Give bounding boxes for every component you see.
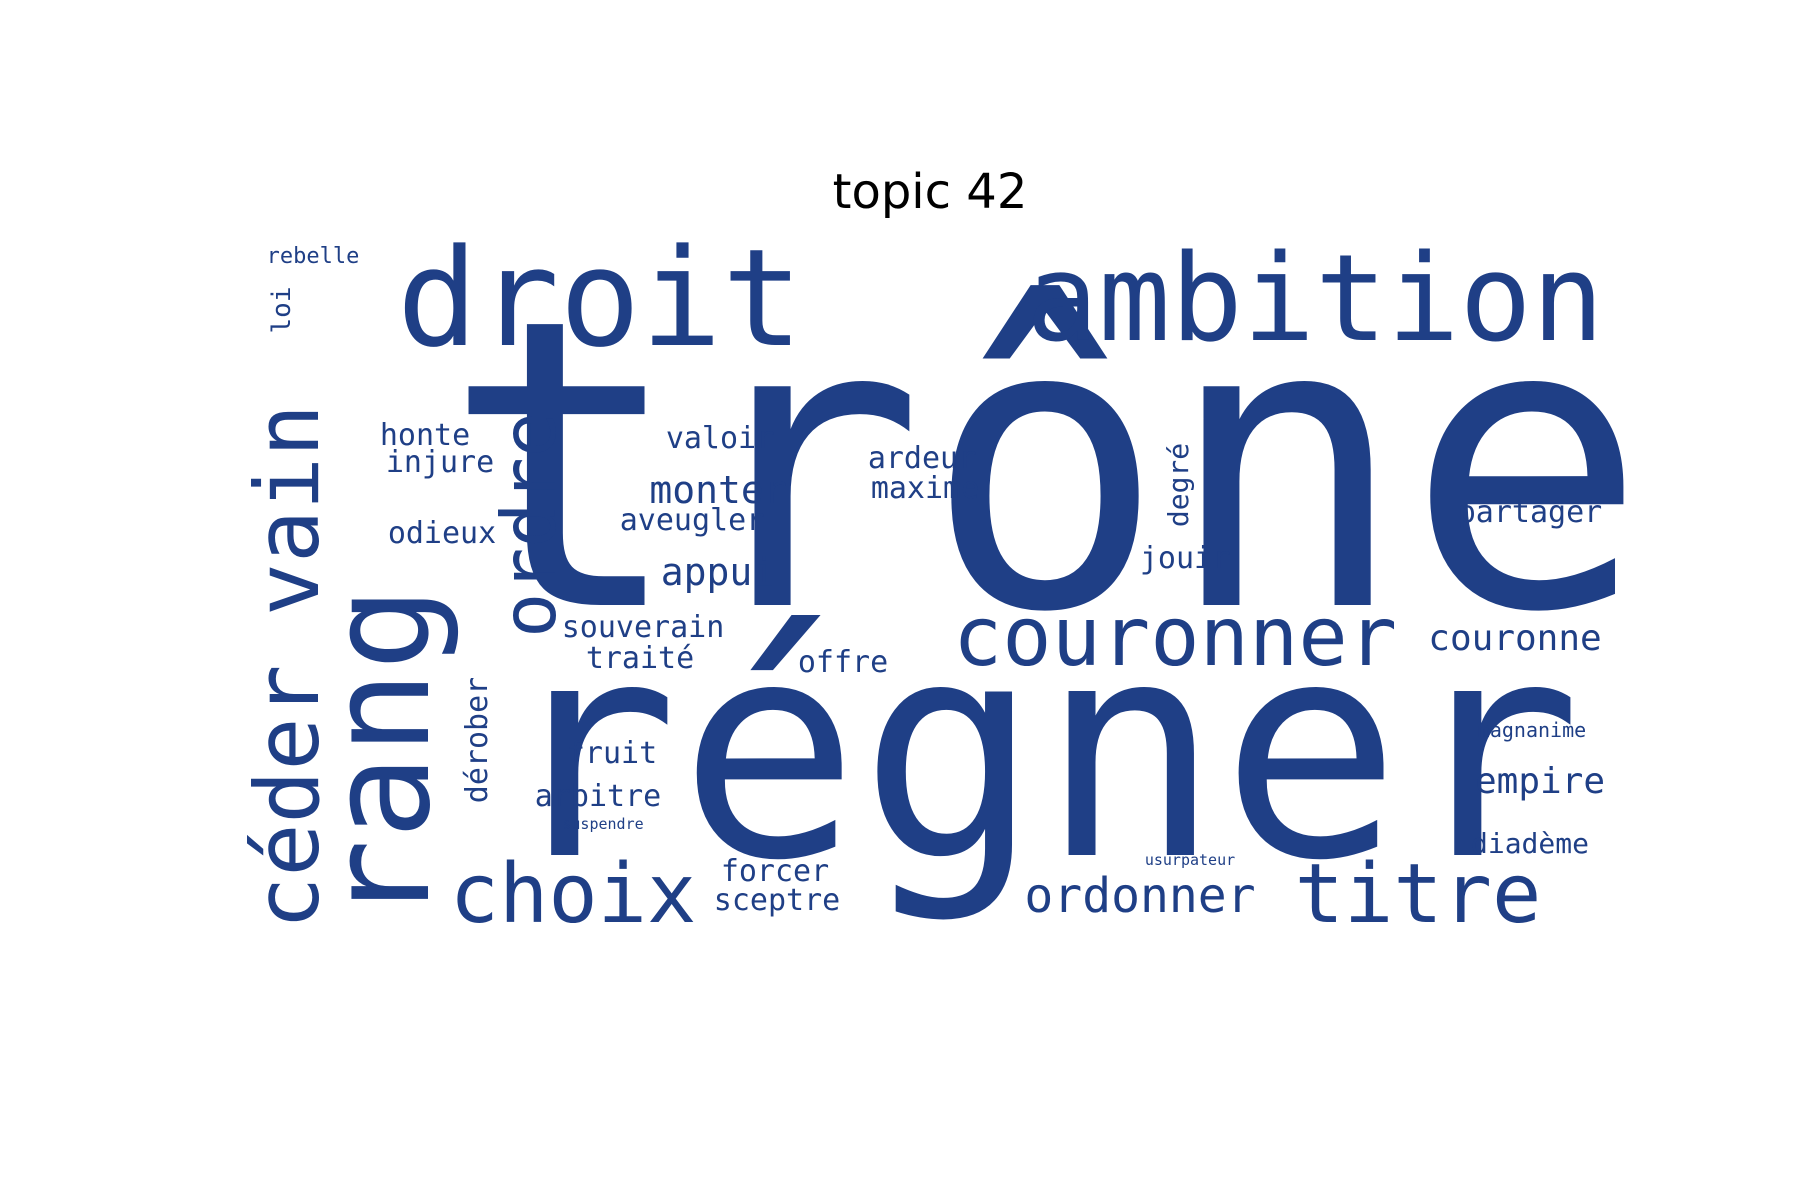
word-ordre: ordre <box>485 412 573 638</box>
word-appui: appui <box>661 550 775 594</box>
word-ambition: ambition <box>1026 230 1604 369</box>
word-valoir: valoir <box>666 421 774 456</box>
word-ardeur: ardeur <box>868 441 976 476</box>
word-partager: partager <box>1458 495 1603 530</box>
word-ceder: céder <box>236 665 339 930</box>
word-injure: injure <box>386 445 494 480</box>
word-derober: dérober <box>460 677 495 803</box>
word-droit: droit <box>397 220 803 377</box>
word-magnanime: magnanime <box>1478 718 1586 742</box>
word-odieux: odieux <box>388 516 496 551</box>
word-regner: régner <box>498 577 1582 926</box>
page-title: topic 42 <box>832 164 1028 220</box>
word-monter: monter <box>649 468 786 512</box>
word-jouir: jouir <box>1140 541 1230 576</box>
word-loi: loi <box>267 287 297 334</box>
word-couronne: couronne <box>1428 618 1601 659</box>
word-titre: titre <box>1295 847 1542 942</box>
word-trone: trône <box>443 235 1647 700</box>
word-empire: empire <box>1475 761 1605 802</box>
word-degre: degré <box>1162 443 1195 527</box>
word-rang: rang <box>299 586 462 923</box>
word-forcer: forcer <box>721 854 829 889</box>
word-offre: offre <box>798 645 888 680</box>
word-arbitre: arbitre <box>535 779 661 814</box>
word-maxime: maxime <box>871 471 979 506</box>
word-sceptre: sceptre <box>714 883 840 918</box>
word-choix: choix <box>450 847 697 942</box>
word-couronner: couronner <box>953 590 1397 685</box>
word-souverain: souverain <box>562 610 725 645</box>
word-traite: traité <box>586 641 694 676</box>
word-vain: vain <box>236 404 339 616</box>
word-rebelle: rebelle <box>267 244 360 269</box>
word-suspendre: suspendre <box>562 815 643 833</box>
word-aveugler: aveugler <box>620 503 765 538</box>
word-ordonner: ordonner <box>1024 868 1255 924</box>
word-diademe: diadème <box>1471 827 1589 860</box>
word-usurpateur: usurpateur <box>1145 851 1235 869</box>
word-honte: honte <box>380 418 470 453</box>
word-fruit: fruit <box>567 736 657 771</box>
